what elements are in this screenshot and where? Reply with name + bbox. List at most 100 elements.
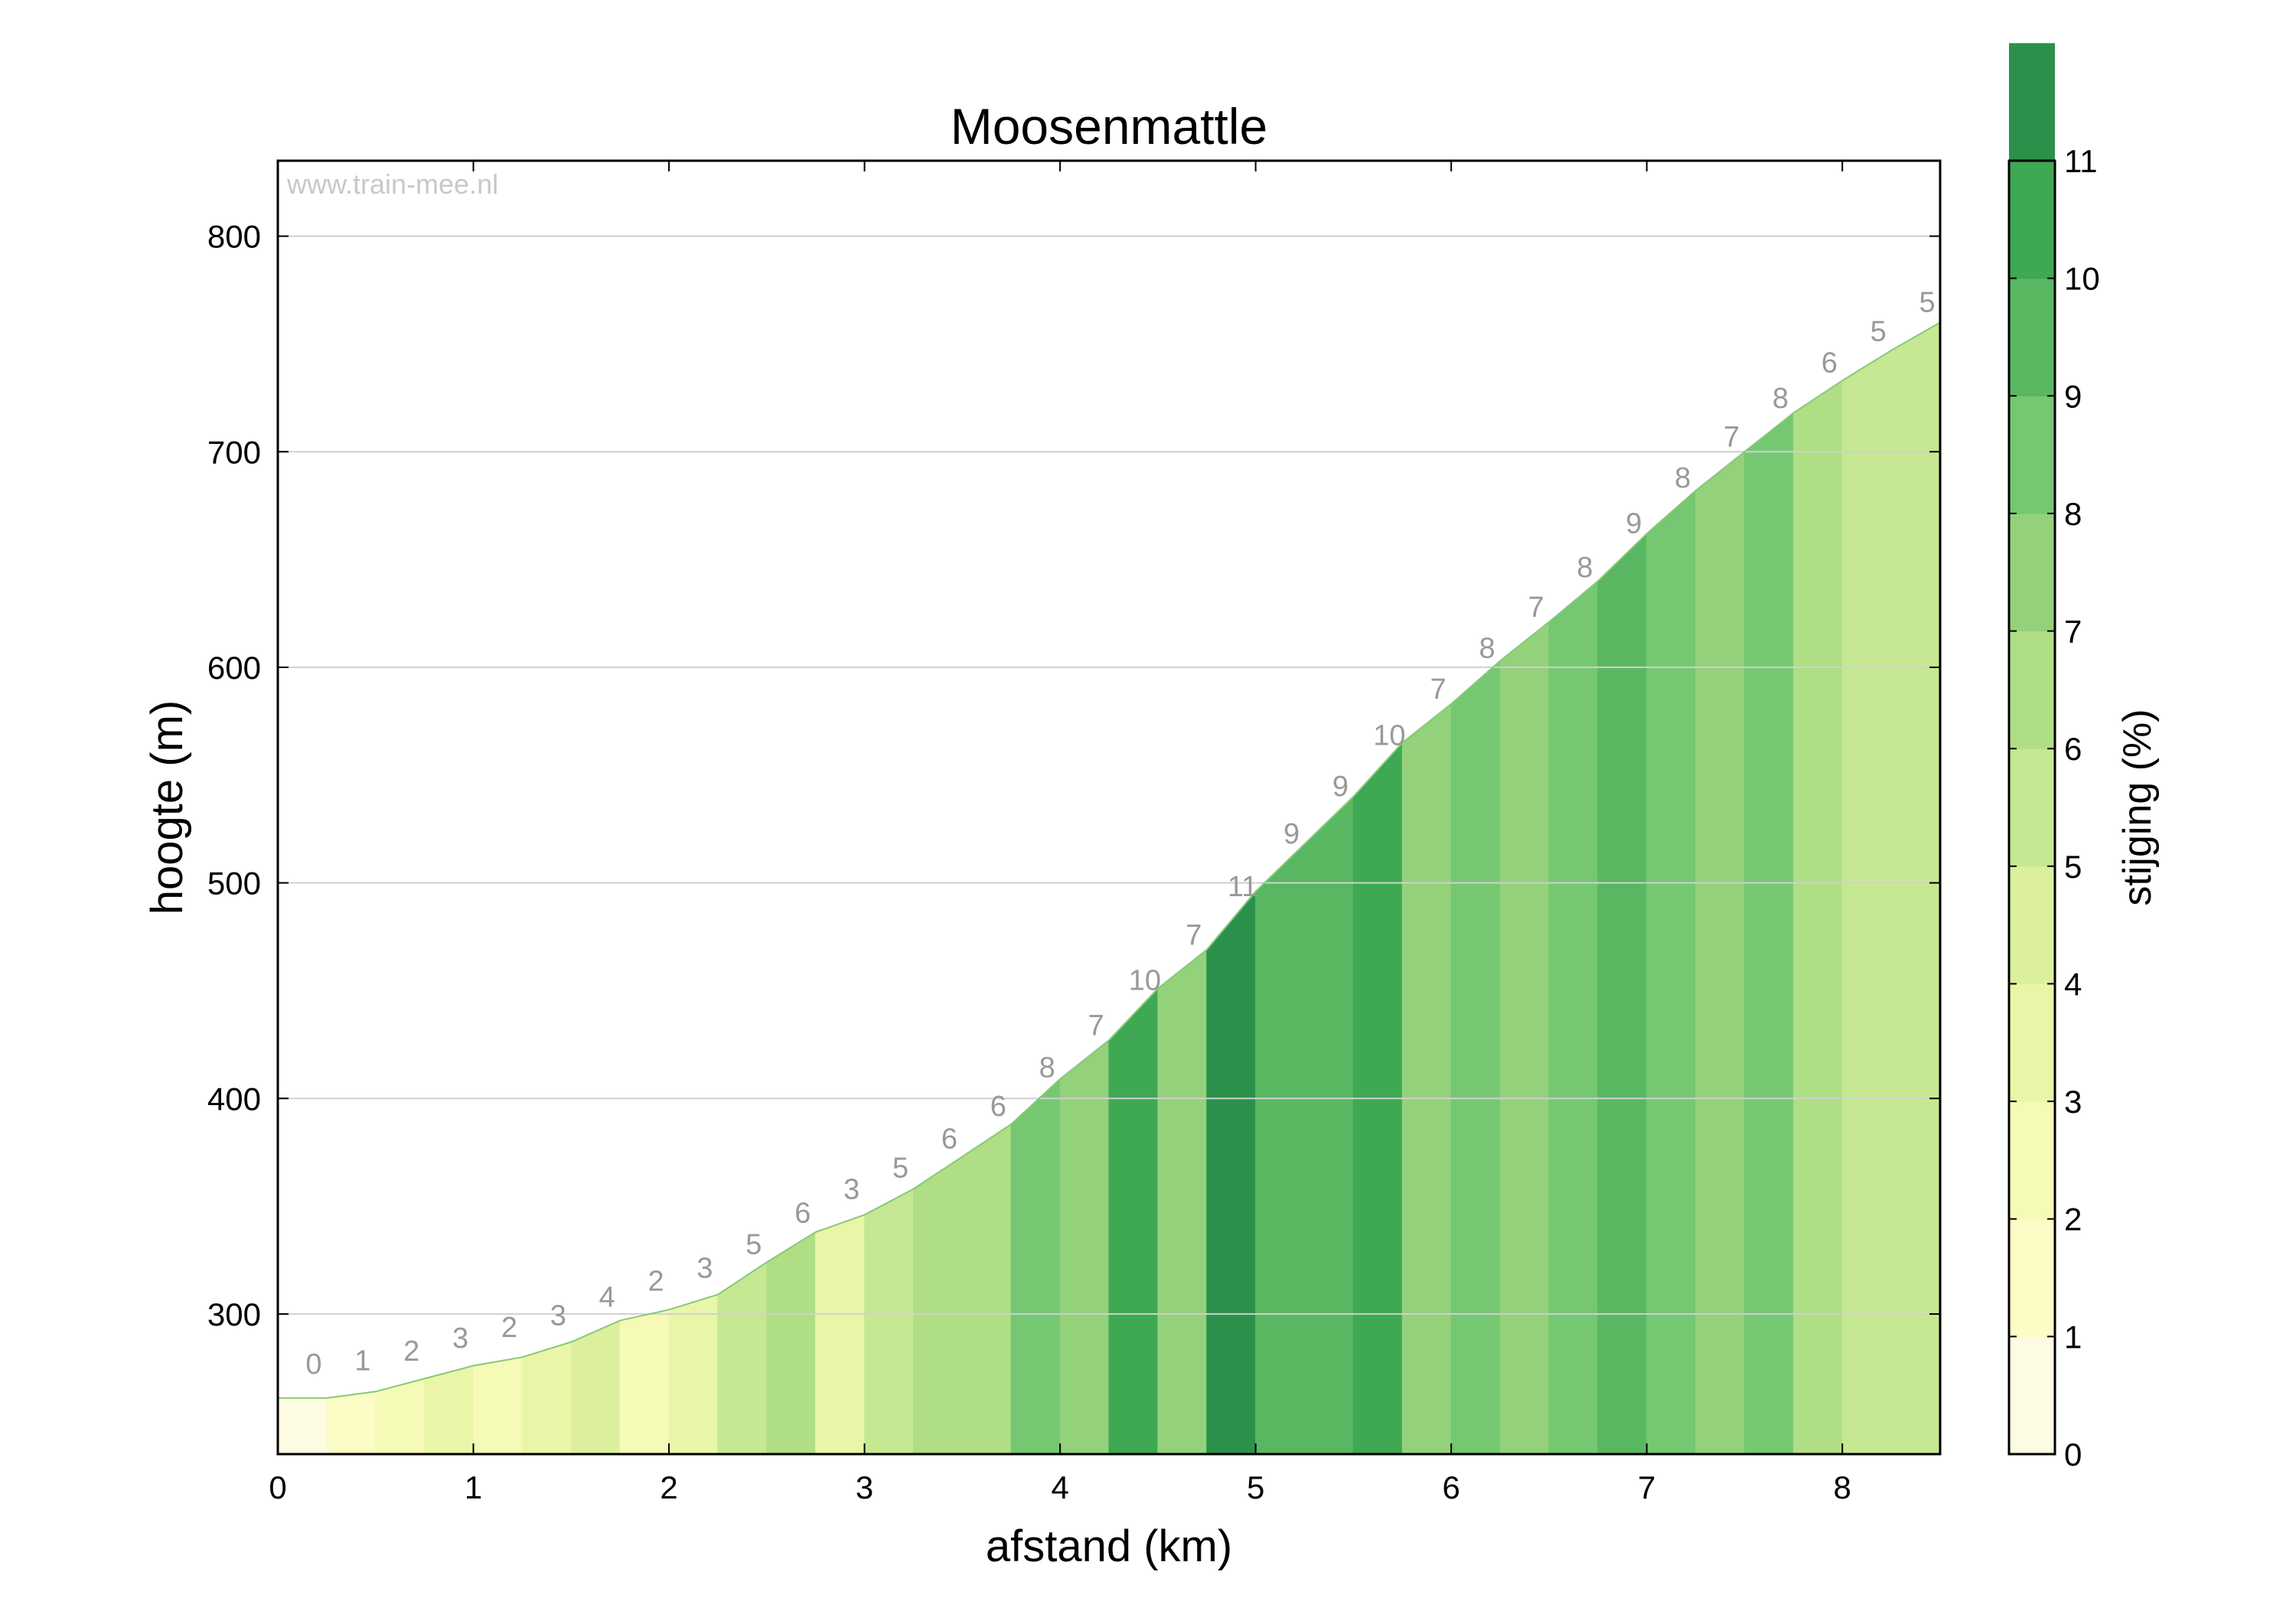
segment-label-20: 9 <box>1283 818 1300 850</box>
segment-label-30: 8 <box>1773 383 1789 415</box>
gradient-band-3 <box>424 1365 474 1455</box>
gradient-band-8 <box>668 1293 719 1455</box>
segment-label-13: 6 <box>941 1123 957 1155</box>
x-tick-label-2: 2 <box>660 1469 677 1505</box>
colorbar-segment-9 <box>2009 278 2055 396</box>
segment-label-27: 9 <box>1626 507 1642 540</box>
colorbar-tick-label-3: 3 <box>2064 1084 2082 1120</box>
colorbar-segment-6 <box>2009 631 2055 749</box>
segment-label-9: 5 <box>745 1228 762 1260</box>
colorbar-segment-4 <box>2009 866 2055 985</box>
segment-label-26: 8 <box>1577 552 1593 584</box>
plot-frame <box>276 159 1942 1456</box>
x-tick-label-3: 3 <box>856 1469 873 1505</box>
x-axis-label: afstand (km) <box>986 1521 1232 1571</box>
gradient-band-20 <box>1255 843 1305 1455</box>
segment-label-15: 8 <box>1039 1052 1055 1084</box>
segment-label-24: 8 <box>1479 633 1495 665</box>
segment-label-1: 1 <box>354 1345 370 1378</box>
gradient-band-18 <box>1157 948 1208 1455</box>
colorbar-tick-label-11: 11 <box>2064 143 2098 179</box>
segment-label-10: 6 <box>794 1198 810 1230</box>
colorbar-segment-3 <box>2009 983 2055 1102</box>
gradient-band-4 <box>473 1356 523 1455</box>
gradient-band-33 <box>1890 321 1941 1455</box>
colorbar-segment-2 <box>2009 1101 2055 1220</box>
gradient-band-0 <box>277 1397 328 1455</box>
colorbar-tick-label-5: 5 <box>2064 849 2082 885</box>
segment-label-25: 7 <box>1528 592 1544 624</box>
colorbar-tick-label-4: 4 <box>2064 966 2082 1002</box>
segment-label-5: 3 <box>550 1300 566 1332</box>
gradient-bands <box>277 321 1941 1455</box>
colorbar-label: stijging (%) <box>2115 709 2160 905</box>
colorbar-tick-label-6: 6 <box>2064 731 2082 767</box>
colorbar-segment-11 <box>2009 43 2055 161</box>
gradient-band-5 <box>521 1341 572 1455</box>
colorbar-segment-0 <box>2009 1336 2055 1455</box>
gridlines <box>278 235 1940 1315</box>
gradient-band-1 <box>326 1391 377 1455</box>
colorbar-segment-8 <box>2009 396 2055 514</box>
colorbar-tick-label-8: 8 <box>2064 496 2082 532</box>
gradient-band-26 <box>1548 580 1599 1455</box>
y-tick-label-600: 600 <box>207 650 261 686</box>
y-tick-label-500: 500 <box>207 866 261 902</box>
colorbar-ticks: 0 1 2 3 4 5 6 7 8 9 10 11 <box>2009 143 2100 1472</box>
x-tick-label-6: 6 <box>1442 1469 1459 1505</box>
segment-label-17: 10 <box>1129 964 1161 996</box>
gradient-band-21 <box>1304 795 1354 1455</box>
chart-title: Moosenmattle <box>951 98 1268 155</box>
colorbar-tick-label-10: 10 <box>2064 261 2100 297</box>
gradient-band-17 <box>1108 987 1159 1455</box>
gradient-band-27 <box>1597 533 1648 1455</box>
segment-label-12: 5 <box>892 1152 908 1184</box>
gradient-band-23 <box>1401 703 1452 1455</box>
segment-label-4: 2 <box>501 1312 517 1344</box>
segment-label-18: 7 <box>1186 919 1202 951</box>
colorbar-segment-7 <box>2009 513 2055 632</box>
gradient-band-13 <box>913 1156 963 1455</box>
y-tick-label-400: 400 <box>207 1081 261 1117</box>
gradient-band-12 <box>864 1188 914 1455</box>
segment-label-23: 7 <box>1430 673 1446 706</box>
gradient-band-19 <box>1206 890 1257 1455</box>
colorbar-tick-label-9: 9 <box>2064 378 2082 414</box>
colorbar-tick-label-1: 1 <box>2064 1319 2082 1355</box>
segment-label-33: 5 <box>1919 287 1935 319</box>
segment-label-3: 3 <box>452 1322 468 1355</box>
watermark: www.train-mee.nl <box>286 168 498 200</box>
gradient-band-25 <box>1499 621 1550 1455</box>
colorbar-tick-label-2: 2 <box>2064 1202 2082 1238</box>
x-tick-label-0: 0 <box>269 1469 286 1505</box>
x-tick-label-5: 5 <box>1247 1469 1264 1505</box>
segment-label-29: 7 <box>1724 422 1740 454</box>
gradient-band-16 <box>1059 1039 1110 1455</box>
gradient-band-6 <box>570 1319 621 1455</box>
gradient-band-9 <box>717 1261 768 1455</box>
segment-label-0: 0 <box>305 1348 321 1381</box>
segment-label-32: 5 <box>1870 316 1887 348</box>
segment-label-11: 3 <box>843 1174 859 1206</box>
segment-label-28: 8 <box>1675 462 1691 494</box>
segment-label-22: 10 <box>1373 720 1405 752</box>
gradient-band-29 <box>1695 451 1745 1455</box>
segment-label-6: 4 <box>599 1281 615 1313</box>
colorbar <box>2009 43 2055 1455</box>
gradient-band-15 <box>1010 1078 1061 1455</box>
gradient-band-14 <box>961 1123 1012 1455</box>
colorbar-tick-label-0: 0 <box>2064 1437 2082 1472</box>
gradient-band-28 <box>1646 489 1697 1455</box>
x-tick-label-1: 1 <box>465 1469 482 1505</box>
gradient-band-7 <box>619 1309 670 1455</box>
colorbar-frame <box>2007 159 2056 1456</box>
gradient-band-10 <box>766 1231 817 1455</box>
x-tick-label-8: 8 <box>1834 1469 1851 1505</box>
colorbar-tick-label-7: 7 <box>2064 614 2082 650</box>
segment-label-19: 11 <box>1228 871 1257 903</box>
y-tick-label-700: 700 <box>207 434 261 470</box>
